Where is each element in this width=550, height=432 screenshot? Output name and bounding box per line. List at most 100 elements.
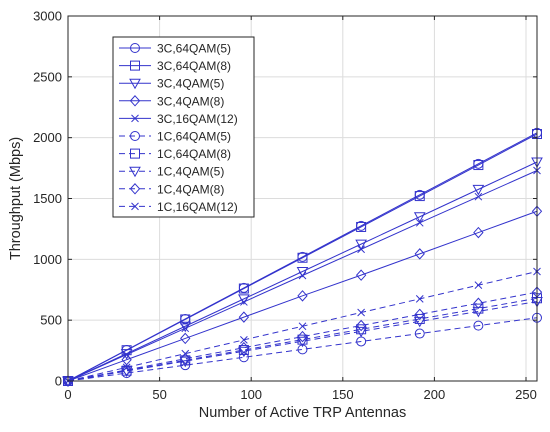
x-tick-label: 200 bbox=[424, 387, 446, 402]
legend-entry: 1C,4QAM(5) bbox=[119, 165, 224, 179]
marker-circle bbox=[297, 344, 308, 355]
marker-x bbox=[474, 192, 483, 201]
marker-x bbox=[131, 114, 139, 123]
legend-entry: 1C,64QAM(5) bbox=[119, 130, 231, 144]
legend-label: 1C,64QAM(8) bbox=[157, 147, 231, 161]
legend-entry: 1C,64QAM(8) bbox=[119, 147, 231, 161]
marker-triangle-down bbox=[472, 184, 485, 196]
y-axis-label: Throughput (Mbps) bbox=[8, 137, 24, 260]
legend-label: 3C,4QAM(8) bbox=[157, 94, 224, 108]
marker-diamond bbox=[238, 311, 250, 323]
marker-square bbox=[297, 334, 308, 345]
legend-label: 1C,16QAM(12) bbox=[157, 200, 238, 214]
legend-entry: 1C,16QAM(12) bbox=[119, 200, 238, 214]
marker-square bbox=[356, 221, 367, 232]
series-line bbox=[67, 210, 538, 382]
marker-diamond bbox=[121, 364, 132, 376]
marker-triangle-down bbox=[355, 239, 367, 251]
marker-diamond bbox=[297, 290, 308, 302]
marker-x-stroke bbox=[181, 324, 190, 333]
x-axis-label: Number of Active TRP Antennas bbox=[199, 405, 406, 421]
marker-x bbox=[474, 281, 483, 289]
marker-diamond bbox=[414, 308, 425, 321]
marker-x bbox=[240, 336, 248, 344]
marker-x bbox=[240, 298, 248, 306]
marker-triangle-down bbox=[296, 336, 309, 348]
marker-x-stroke bbox=[474, 192, 483, 201]
marker-x-stroke bbox=[357, 308, 365, 317]
marker-x-stroke bbox=[131, 202, 139, 211]
marker-triangle-down bbox=[129, 78, 141, 90]
legend-label: 3C,64QAM(5) bbox=[157, 42, 231, 56]
marker-square bbox=[356, 324, 367, 335]
series-line bbox=[67, 161, 538, 382]
legend-entry: 3C,64QAM(5) bbox=[119, 42, 231, 56]
y-tick-label: 0 bbox=[55, 374, 62, 389]
marker-x bbox=[357, 245, 365, 254]
marker-triangle-down bbox=[120, 349, 133, 360]
legend-entry: 3C,4QAM(5) bbox=[119, 77, 224, 91]
legend-label: 1C,4QAM(8) bbox=[157, 182, 224, 196]
marker-x bbox=[131, 202, 139, 211]
marker-diamond bbox=[473, 226, 484, 239]
marker-triangle-down bbox=[413, 212, 426, 223]
marker-square bbox=[130, 148, 140, 159]
x-tick-label: 50 bbox=[152, 387, 166, 402]
marker-circle bbox=[414, 328, 425, 339]
legend: 3C,64QAM(5) 3C,64QAM(8) 3C,4QAM(5) 3C,4QAM(… bbox=[112, 36, 255, 218]
series-line bbox=[67, 317, 538, 382]
marker-square bbox=[180, 314, 191, 325]
marker-x-stroke bbox=[181, 349, 190, 358]
marker-diamond bbox=[414, 248, 425, 260]
axes bbox=[67, 15, 538, 382]
marker-x bbox=[415, 218, 424, 227]
legend-entry: 1C,4QAM(8) bbox=[119, 182, 224, 196]
marker-diamond bbox=[180, 332, 191, 345]
marker-circle bbox=[473, 320, 484, 331]
legend-label: 3C,16QAM(12) bbox=[157, 112, 238, 126]
marker-x bbox=[298, 271, 307, 280]
x-tick-label: 150 bbox=[332, 387, 354, 402]
marker-x bbox=[357, 308, 365, 317]
marker-diamond bbox=[355, 269, 367, 281]
marker-circle bbox=[130, 43, 140, 53]
legend-entry: 3C,4QAM(8) bbox=[119, 94, 224, 108]
marker-x-stroke bbox=[122, 350, 131, 359]
marker-x bbox=[181, 324, 190, 333]
x-tick-label: 100 bbox=[240, 387, 262, 402]
marker-triangle-down bbox=[355, 326, 367, 338]
marker-x bbox=[298, 322, 307, 331]
legend-label: 1C,64QAM(5) bbox=[157, 130, 231, 144]
marker-square bbox=[414, 191, 425, 202]
y-tick-label: 1500 bbox=[33, 191, 62, 206]
series-line bbox=[67, 133, 538, 382]
series-1c-16qam-12 bbox=[64, 267, 541, 385]
legend-label: 3C,64QAM(8) bbox=[157, 59, 231, 73]
marker-circle bbox=[130, 131, 140, 141]
marker-diamond bbox=[62, 375, 74, 387]
marker-square bbox=[297, 252, 308, 263]
legend-label: 1C,4QAM(5) bbox=[157, 165, 224, 179]
marker-triangle-down bbox=[413, 316, 426, 328]
marker-triangle-down bbox=[129, 166, 141, 178]
marker-square bbox=[130, 60, 140, 71]
legend-label: 3C,4QAM(5) bbox=[157, 77, 224, 91]
marker-x-stroke bbox=[298, 271, 307, 280]
marker-triangle-down bbox=[472, 306, 485, 318]
y-tick-label: 3000 bbox=[33, 9, 62, 24]
marker-diamond bbox=[297, 330, 308, 343]
marker-x-stroke bbox=[474, 281, 483, 289]
marker-x-stroke bbox=[131, 114, 139, 123]
marker-square bbox=[473, 160, 484, 171]
legend-entry: 3C,64QAM(8) bbox=[119, 59, 231, 73]
marker-x-stroke bbox=[122, 363, 131, 372]
marker-x-stroke bbox=[240, 298, 248, 306]
marker-x bbox=[122, 363, 131, 372]
marker-square bbox=[238, 283, 249, 294]
marker-x-stroke bbox=[357, 245, 365, 254]
marker-diamond bbox=[238, 341, 250, 354]
x-tick-label: 250 bbox=[515, 387, 537, 402]
